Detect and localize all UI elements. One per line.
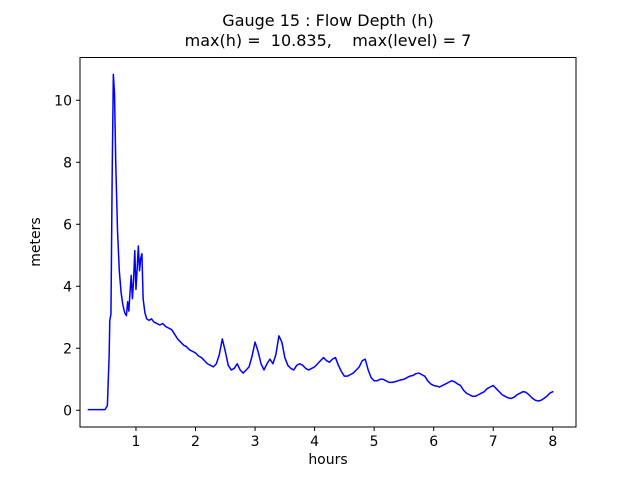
y-tick-label: 10 [54,93,72,109]
y-tick-label: 0 [63,403,72,419]
x-axis-label: hours [308,452,348,468]
y-tick-label: 2 [63,341,72,357]
x-tick-label: 6 [429,434,438,450]
x-tick-label: 3 [251,434,260,450]
x-tick-label: 4 [310,434,319,450]
plot-border [79,57,577,428]
chart-title: Gauge 15 : Flow Depth (h) [222,11,434,30]
y-axis-label: meters [28,217,44,267]
x-tick-label: 5 [370,434,379,450]
x-tick-label: 1 [132,434,141,450]
flow-depth-line [87,73,554,411]
y-tick-label: 4 [63,279,72,295]
x-tick-label: 8 [548,434,557,450]
x-tick-label: 7 [489,434,498,450]
chart-subtitle: max(h) = 10.835, max(level) = 7 [184,31,472,50]
y-tick-label: 8 [63,155,72,171]
y-tick-label: 6 [63,217,72,233]
x-tick-label: 2 [191,434,200,450]
